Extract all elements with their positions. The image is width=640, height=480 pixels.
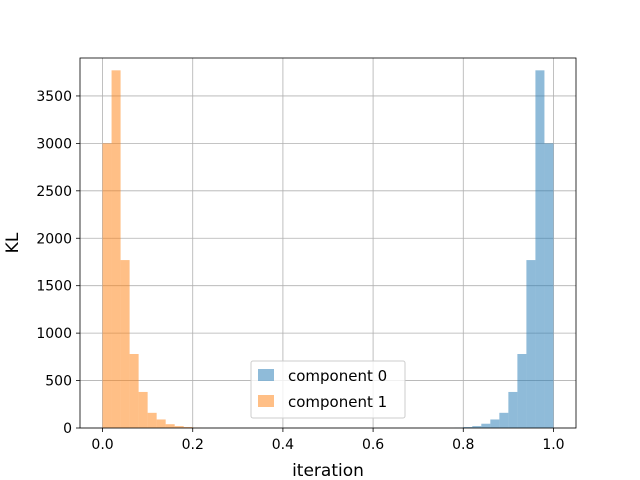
legend-label-component-1: component 1: [288, 393, 387, 411]
histogram-bar-series-0: [517, 354, 527, 428]
histogram-bar-series-1: [111, 70, 121, 428]
histogram-bar-series-0: [508, 391, 518, 428]
histogram-bar-series-0: [544, 143, 554, 428]
histogram-bar-series-0: [472, 426, 482, 428]
y-tick-label: 2500: [36, 184, 72, 200]
grid: [80, 58, 576, 429]
y-tick-label: 3500: [36, 89, 72, 105]
y-tick-label: 1000: [36, 326, 72, 342]
histogram-bar-series-1: [120, 260, 130, 428]
y-axis-ticks: 0 500 1000 1500 2000 2500 3000 3500: [36, 89, 80, 437]
histogram-bar-series-1: [156, 419, 166, 428]
y-tick-label: 3000: [36, 136, 72, 152]
histogram-bar-series-0: [481, 423, 491, 428]
x-tick-label: 0.4: [272, 437, 294, 453]
x-tick-label: 0.0: [91, 437, 113, 453]
y-tick-label: 0: [63, 421, 72, 437]
legend-box: [250, 360, 406, 419]
histogram-bar-series-0: [463, 427, 473, 428]
histogram-bar-series-1: [174, 426, 184, 428]
y-tick-label: 1500: [36, 279, 72, 295]
x-tick-label: 0.2: [182, 437, 204, 453]
x-tick-label: 1.0: [542, 437, 564, 453]
plot-frame: [79, 57, 577, 429]
histogram-bar-series-1: [165, 424, 175, 428]
histogram-bar-series-1: [102, 143, 112, 428]
x-axis-label: iteration: [292, 461, 364, 480]
y-tick-label: 2000: [36, 231, 72, 247]
histogram-bar-series-1: [129, 354, 139, 428]
y-axis-label: KL: [3, 232, 23, 253]
x-axis-ticks: 0.0 0.2 0.4 0.6 0.8 1.0: [91, 428, 565, 453]
legend-swatch-component-1: [258, 395, 274, 407]
legend-label-component-0: component 0: [288, 367, 387, 385]
histogram-bar-series-0: [490, 419, 500, 428]
histogram-bar-series-1: [183, 427, 193, 428]
histogram-bar-series-0: [526, 260, 536, 428]
histogram-bars: [102, 70, 554, 428]
x-tick-label: 0.8: [452, 437, 474, 453]
histogram-bar-series-0: [535, 70, 545, 428]
legend-swatch-component-0: [258, 369, 274, 381]
histogram-bar-series-1: [138, 391, 148, 428]
histogram-bar-series-1: [147, 412, 157, 428]
y-tick-label: 500: [45, 374, 72, 390]
legend: component 0 component 1: [250, 360, 406, 419]
histogram-bar-series-0: [499, 412, 509, 428]
x-tick-label: 0.6: [362, 437, 384, 453]
